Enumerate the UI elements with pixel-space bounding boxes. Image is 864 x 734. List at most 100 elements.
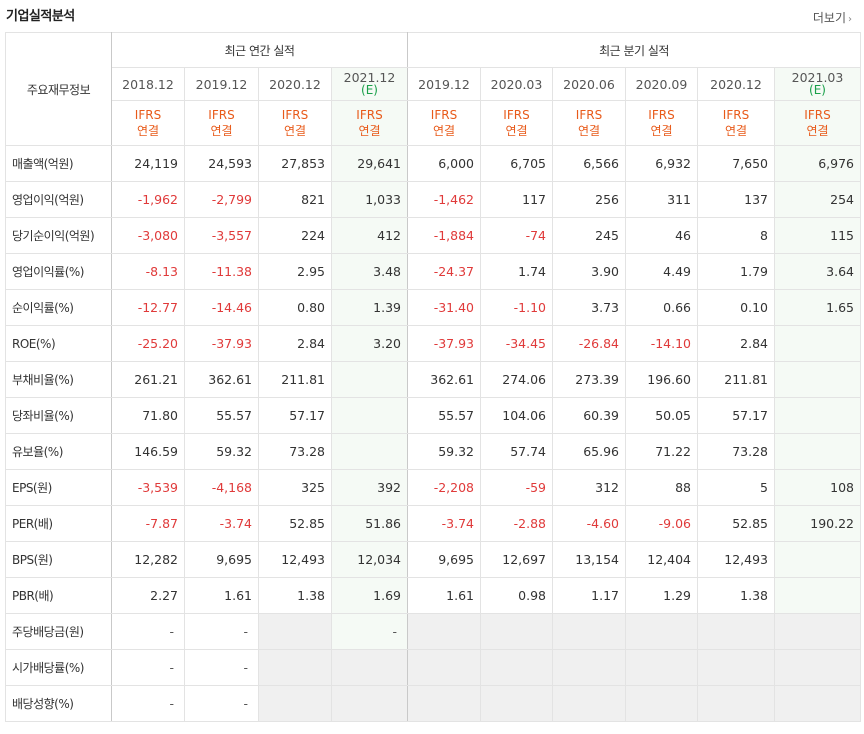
value-cell: -37.93 — [407, 325, 481, 362]
value-cell: 115 — [774, 217, 861, 254]
value-cell — [331, 397, 408, 434]
value-cell: 1.79 — [697, 253, 775, 290]
value-cell: 3.90 — [552, 253, 626, 290]
consolidated-label: 연결 — [283, 124, 307, 138]
value-cell: 224 — [258, 217, 332, 254]
value-cell — [625, 649, 698, 686]
period-header: 2019.12 — [407, 67, 481, 101]
more-link[interactable]: 더보기 › — [813, 9, 852, 26]
consolidated-label: 연결 — [806, 124, 829, 138]
value-cell: 12,034 — [331, 541, 408, 578]
value-cell: 57.17 — [258, 397, 332, 434]
value-cell: 6,705 — [480, 145, 553, 182]
value-cell — [480, 685, 553, 722]
ifrs-badge: IFRS 연결 — [331, 100, 408, 146]
value-cell: 52.85 — [697, 505, 775, 542]
consolidated-label: 연결 — [650, 124, 673, 138]
period-header: 2020.03 — [480, 67, 553, 101]
table-row: PER(배) -7.87 -3.74 52.85 51.86 -3.74 -2.88 -4.6… — [5, 505, 861, 542]
value-cell: 27,853 — [258, 145, 332, 182]
value-cell: -34.45 — [480, 325, 553, 362]
value-cell: 71.80 — [111, 397, 185, 434]
value-cell — [774, 541, 861, 578]
value-cell: 7,650 — [697, 145, 775, 182]
value-cell — [774, 685, 861, 722]
value-cell: 196.60 — [625, 361, 698, 398]
period-date: 2021.12 — [343, 70, 396, 85]
value-cell: 3.73 — [552, 289, 626, 326]
value-cell: 362.61 — [407, 361, 481, 398]
value-cell: 821 — [258, 181, 332, 218]
value-cell: 57.17 — [697, 397, 775, 434]
value-cell: 117 — [480, 181, 553, 218]
value-cell: -3.74 — [184, 505, 259, 542]
value-cell — [774, 361, 861, 398]
row-label: 부채비율(%) — [5, 361, 112, 398]
value-cell — [258, 613, 332, 650]
value-cell: - — [331, 613, 408, 650]
estimate-mark: (E) — [361, 83, 378, 97]
value-cell — [774, 325, 861, 362]
value-cell: 3.64 — [774, 253, 861, 290]
value-cell — [774, 613, 861, 650]
table-row: ROE(%) -25.20 -37.93 2.84 3.20 -37.93 -34.45 -2… — [5, 325, 861, 362]
value-cell: 1.69 — [331, 577, 408, 614]
ifrs-badge: IFRS 연결 — [111, 100, 185, 146]
value-cell: 256 — [552, 181, 626, 218]
value-cell: 6,000 — [407, 145, 481, 182]
value-cell: 4.49 — [625, 253, 698, 290]
section-title: 기업실적분석 — [6, 9, 75, 24]
value-cell: -1.10 — [480, 289, 553, 326]
value-cell: 1.29 — [625, 577, 698, 614]
value-cell: 2.95 — [258, 253, 332, 290]
value-cell: -1,962 — [111, 181, 185, 218]
consolidated-label: 연결 — [432, 124, 456, 138]
value-cell: 1.17 — [552, 577, 626, 614]
value-cell: 12,493 — [258, 541, 332, 578]
ifrs-badge: IFRS 연결 — [184, 100, 259, 146]
period-header: 2020.12 — [258, 67, 332, 101]
value-cell: 1.65 — [774, 289, 861, 326]
value-cell: -7.87 — [111, 505, 185, 542]
value-cell: 5 — [697, 469, 775, 506]
table-row: 매출액(억원) 24,119 24,593 27,853 29,641 6,000 6,70… — [5, 145, 861, 182]
period-header: 2021.12 (E) — [331, 67, 408, 101]
ifrs-badge: IFRS 연결 — [407, 100, 481, 146]
value-cell: -2,208 — [407, 469, 481, 506]
value-cell: 254 — [774, 181, 861, 218]
value-cell: 59.32 — [407, 433, 481, 470]
value-cell: 311 — [625, 181, 698, 218]
value-cell: 1.61 — [184, 577, 259, 614]
period-header: 2019.12 — [184, 67, 259, 101]
table-row: 부채비율(%) 261.21 362.61 211.81 362.61 274.06 273… — [5, 361, 861, 398]
value-cell: 55.57 — [184, 397, 259, 434]
value-cell: 3.20 — [331, 325, 408, 362]
value-cell: 24,119 — [111, 145, 185, 182]
value-cell: 6,566 — [552, 145, 626, 182]
row-label: PBR(배) — [5, 577, 112, 614]
value-cell: - — [184, 685, 259, 722]
table-row: EPS(원) -3,539 -4,168 325 392 -2,208 -59 312 88 5 1… — [5, 469, 861, 506]
value-cell: 412 — [331, 217, 408, 254]
value-cell — [625, 613, 698, 650]
value-cell: -59 — [480, 469, 553, 506]
row-label: BPS(원) — [5, 541, 112, 578]
value-cell: 392 — [331, 469, 408, 506]
value-cell — [407, 685, 481, 722]
value-cell: - — [111, 613, 185, 650]
ifrs-badge: IFRS 연결 — [480, 100, 553, 146]
value-cell: 1.61 — [407, 577, 481, 614]
value-cell: 6,976 — [774, 145, 861, 182]
value-cell: 2.84 — [258, 325, 332, 362]
value-cell — [258, 685, 332, 722]
value-cell: 50.05 — [625, 397, 698, 434]
value-cell: 2.27 — [111, 577, 185, 614]
period-date: 2019.12 — [418, 76, 470, 92]
ifrs-badge: IFRS 연결 — [258, 100, 332, 146]
value-cell: 2.84 — [697, 325, 775, 362]
consolidated-label: 연결 — [505, 124, 528, 138]
value-cell — [697, 649, 775, 686]
value-cell: 51.86 — [331, 505, 408, 542]
value-cell — [331, 433, 408, 470]
value-cell — [407, 613, 481, 650]
